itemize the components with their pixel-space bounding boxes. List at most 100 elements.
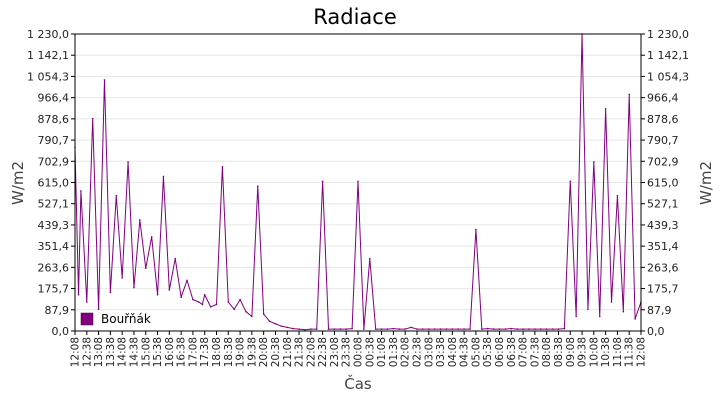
data-point <box>162 175 165 178</box>
data-point <box>534 328 536 330</box>
y-tick-label-left: 351,4 <box>38 240 70 253</box>
data-point <box>557 328 560 330</box>
data-point <box>168 289 171 291</box>
data-point <box>321 180 324 183</box>
y-tick-label-left: 1 230,0 <box>27 28 69 41</box>
x-tick-label: 21:08 <box>282 337 294 367</box>
data-point <box>410 326 412 329</box>
data-point <box>628 93 631 96</box>
x-tick-label: 12:08 <box>636 337 648 367</box>
data-point <box>156 293 159 296</box>
x-tick-label: 16:08 <box>164 337 176 367</box>
y-tick-label-left: 878,6 <box>38 113 70 126</box>
x-tick-label: 15:38 <box>152 337 164 367</box>
data-point <box>569 180 572 183</box>
y-tick-label-right: 1 142,1 <box>647 49 689 62</box>
data-point <box>186 279 188 282</box>
data-point <box>475 228 477 231</box>
y-tick-label-right: 966,4 <box>647 92 679 105</box>
x-tick-label: 19:08 <box>235 337 247 367</box>
y-tick-label-right: 527,1 <box>647 198 679 211</box>
data-point <box>522 328 524 330</box>
x-tick-label: 19:38 <box>246 337 258 367</box>
data-point <box>616 194 619 197</box>
data-point <box>192 298 194 301</box>
x-tick-label: 03:38 <box>435 337 447 367</box>
data-point <box>310 328 312 330</box>
data-point <box>77 293 80 296</box>
grid-lines <box>75 54 641 311</box>
data-point <box>97 308 100 311</box>
data-point <box>593 161 595 163</box>
x-tick-label: 20:38 <box>270 337 282 367</box>
y-tick-label-right: 175,7 <box>647 283 679 296</box>
data-point <box>180 296 182 299</box>
data-point <box>85 301 88 303</box>
x-tick-label: 00:38 <box>364 337 376 367</box>
x-tick-label: 08:08 <box>541 337 553 367</box>
data-point <box>91 117 94 120</box>
data-point <box>339 328 342 330</box>
x-tick-label: 03:08 <box>423 337 435 367</box>
data-point <box>469 328 471 330</box>
data-point <box>239 298 241 301</box>
data-point <box>227 301 230 303</box>
data-point <box>610 301 613 303</box>
data-point <box>209 306 212 308</box>
x-tick-label: 00:08 <box>353 337 365 367</box>
x-tick-label: 17:08 <box>187 337 199 367</box>
x-tick-label: 08:38 <box>553 337 565 367</box>
x-tick-label: 09:38 <box>577 337 589 367</box>
y-tick-label-right: 351,4 <box>647 240 679 253</box>
data-point <box>144 267 147 270</box>
y-axis-title-right: W/m2 <box>697 161 715 205</box>
data-point <box>587 308 589 311</box>
data-point <box>351 327 353 330</box>
x-tick-label: 23:38 <box>341 337 353 367</box>
y-tick-label-left: 966,4 <box>38 92 70 105</box>
data-point <box>274 322 277 325</box>
data-point <box>451 328 454 330</box>
data-point <box>357 180 359 183</box>
x-tick-label: 10:38 <box>600 337 612 367</box>
y-tick-label-right: 878,6 <box>647 113 679 126</box>
data-point <box>368 257 371 260</box>
x-tick-label: 12:38 <box>81 337 93 367</box>
data-point <box>551 328 554 330</box>
y-tick-label-left: 790,7 <box>38 134 70 147</box>
data-point <box>481 328 483 330</box>
data-point <box>457 328 460 330</box>
data-point <box>245 310 247 313</box>
y-tick-label-left: 439,3 <box>38 219 70 232</box>
data-point <box>445 328 448 330</box>
data-point <box>427 328 430 330</box>
x-tick-label: 13:08 <box>93 337 105 367</box>
data-point <box>392 327 395 330</box>
y-tick-label-left: 0,0 <box>52 325 70 338</box>
x-tick-label: 06:08 <box>494 337 506 367</box>
data-point <box>416 328 418 330</box>
series-layer <box>74 33 642 331</box>
data-point <box>486 327 489 330</box>
data-point <box>286 326 289 329</box>
x-tick-label: 15:08 <box>140 337 152 367</box>
x-tick-label: 04:38 <box>459 337 471 367</box>
x-tick-label: 14:38 <box>128 337 140 367</box>
y-tick-label-right: 702,9 <box>647 155 679 168</box>
data-point <box>268 320 271 323</box>
x-tick-label: 20:08 <box>258 337 270 367</box>
y-tick-label-right: 439,3 <box>647 219 679 232</box>
data-point <box>634 318 636 320</box>
data-point <box>233 308 235 311</box>
x-tick-label: 05:38 <box>482 337 494 367</box>
x-tick-label: 11:08 <box>612 337 624 367</box>
data-point <box>545 328 548 330</box>
x-tick-label: 07:08 <box>518 337 530 367</box>
data-point <box>292 327 294 330</box>
x-tick-label: 05:08 <box>470 337 482 367</box>
data-point <box>221 166 224 168</box>
x-tick-label: 22:08 <box>305 337 317 367</box>
y-axis-right: 0,0 87,9 175,7 263,6 351,4 439,3 527,1 615,0 702… <box>641 28 689 338</box>
x-tick-label: 02:08 <box>400 337 412 367</box>
x-tick-label: 01:08 <box>376 337 388 367</box>
